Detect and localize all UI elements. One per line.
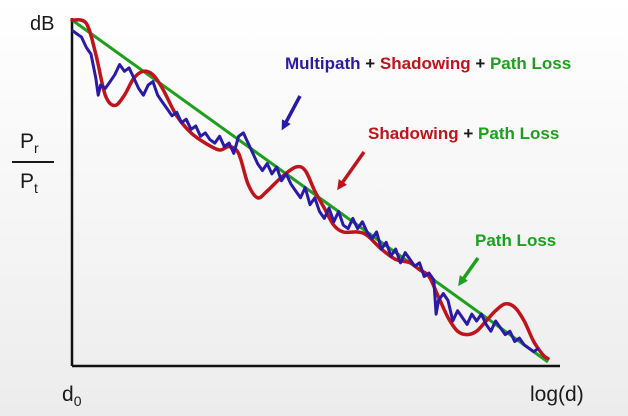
annotation-part: Shadowing <box>368 124 459 143</box>
series-multipath <box>71 29 540 354</box>
annotation-part: Path Loss <box>475 231 556 250</box>
y-label-denominator-sub: t <box>34 180 38 196</box>
annotation-path-loss-arrow <box>458 256 480 287</box>
y-axis-label: Pr Pt <box>12 130 54 196</box>
series-path-loss <box>71 18 549 364</box>
annotation-shadowing-arrow <box>337 150 366 191</box>
svg-text:Pt: Pt <box>20 170 38 196</box>
annotation-path-loss: Path Loss <box>475 231 556 250</box>
y-label-numerator-sub: r <box>34 140 39 156</box>
annotation-multipath: Multipath + Shadowing + Path Loss <box>285 54 571 73</box>
annotation-part: Shadowing <box>380 54 471 73</box>
annotation-part: + <box>361 54 380 73</box>
annotation-part: + <box>471 54 490 73</box>
annotation-shadowing: Shadowing + Path Loss <box>368 124 559 143</box>
annotation-part: + <box>459 124 478 143</box>
x-start-label: d0 <box>62 383 82 409</box>
annotation-multipath-arrow <box>281 95 302 131</box>
svg-text:Pr: Pr <box>20 130 39 156</box>
y-unit-label: dB <box>30 13 54 35</box>
annotation-part: Multipath <box>285 54 361 73</box>
series-shadowing <box>70 18 550 361</box>
annotation-part: Path Loss <box>490 54 571 73</box>
y-label-numerator: P <box>20 130 34 153</box>
y-label-denominator: P <box>20 170 34 193</box>
x-axis-label: log(d) <box>530 383 584 406</box>
annotation-part: Path Loss <box>478 124 559 143</box>
